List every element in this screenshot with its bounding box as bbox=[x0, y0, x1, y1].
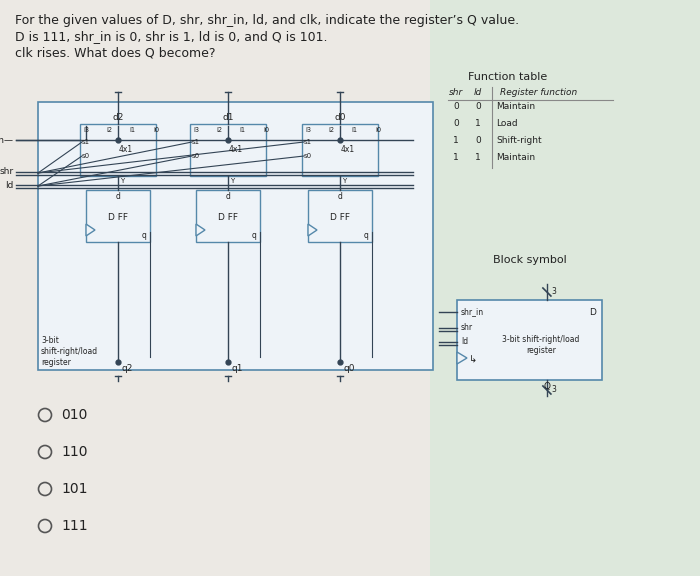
Text: shr_in—: shr_in— bbox=[0, 135, 14, 145]
Bar bbox=[308, 190, 372, 242]
Text: s0: s0 bbox=[82, 153, 90, 159]
Text: s1: s1 bbox=[304, 139, 312, 145]
Text: d0: d0 bbox=[335, 113, 346, 122]
Text: 0: 0 bbox=[453, 119, 459, 128]
Text: d: d bbox=[116, 192, 120, 201]
Text: i1: i1 bbox=[239, 127, 246, 133]
Polygon shape bbox=[457, 352, 467, 364]
Text: 101: 101 bbox=[61, 482, 88, 496]
Text: Block symbol: Block symbol bbox=[493, 255, 566, 265]
Text: q: q bbox=[141, 232, 146, 241]
Text: i0: i0 bbox=[375, 127, 381, 133]
Text: i0: i0 bbox=[153, 127, 159, 133]
Text: 1: 1 bbox=[453, 153, 459, 162]
Text: Maintain: Maintain bbox=[496, 102, 535, 111]
Text: Y: Y bbox=[120, 178, 125, 184]
Text: D FF: D FF bbox=[218, 214, 238, 222]
Text: d2: d2 bbox=[112, 113, 124, 122]
Polygon shape bbox=[308, 224, 317, 236]
Text: s1: s1 bbox=[192, 139, 200, 145]
Text: 0: 0 bbox=[453, 102, 459, 111]
Text: Shift-right: Shift-right bbox=[496, 136, 542, 145]
Text: D FF: D FF bbox=[108, 214, 128, 222]
Text: i2: i2 bbox=[328, 127, 335, 133]
Text: 3-bit shift-right/load
register: 3-bit shift-right/load register bbox=[503, 335, 580, 355]
Text: 4x1: 4x1 bbox=[229, 146, 243, 154]
Text: ld: ld bbox=[474, 88, 482, 97]
Text: Y: Y bbox=[230, 178, 235, 184]
Polygon shape bbox=[86, 224, 95, 236]
Text: shr: shr bbox=[449, 88, 463, 97]
Text: q: q bbox=[251, 232, 256, 241]
Text: D: D bbox=[589, 308, 596, 317]
Text: 4x1: 4x1 bbox=[119, 146, 133, 154]
Text: i3: i3 bbox=[193, 127, 199, 133]
Text: Load: Load bbox=[496, 119, 517, 128]
Text: Register function: Register function bbox=[500, 88, 578, 97]
Text: 1: 1 bbox=[475, 153, 481, 162]
Text: ld: ld bbox=[461, 338, 468, 347]
Text: ↳: ↳ bbox=[469, 354, 477, 364]
Text: i2: i2 bbox=[216, 127, 223, 133]
Text: 111: 111 bbox=[61, 519, 88, 533]
Bar bbox=[190, 124, 266, 176]
Text: d: d bbox=[337, 192, 342, 201]
Polygon shape bbox=[196, 224, 205, 236]
Text: d: d bbox=[225, 192, 230, 201]
Text: 1: 1 bbox=[475, 119, 481, 128]
Text: q: q bbox=[363, 232, 368, 241]
Text: clk rises. What does Q become?: clk rises. What does Q become? bbox=[15, 46, 216, 59]
Text: shr: shr bbox=[0, 168, 14, 176]
Text: q0: q0 bbox=[343, 364, 354, 373]
Text: For the given values of D, shr, shr_in, ld, and clk, indicate the register’s Q v: For the given values of D, shr, shr_in, … bbox=[15, 14, 519, 27]
Text: shr: shr bbox=[461, 324, 473, 332]
Text: Function table: Function table bbox=[468, 72, 547, 82]
Text: ld: ld bbox=[6, 180, 14, 190]
Bar bbox=[457, 300, 602, 380]
Text: 010: 010 bbox=[61, 408, 88, 422]
Text: s1: s1 bbox=[82, 139, 90, 145]
Text: 0: 0 bbox=[475, 136, 481, 145]
Bar bbox=[86, 190, 150, 242]
Bar bbox=[430, 0, 700, 576]
Text: D FF: D FF bbox=[330, 214, 350, 222]
Text: 3-bit
shift-right/load
register: 3-bit shift-right/load register bbox=[41, 336, 98, 367]
Text: 3: 3 bbox=[552, 385, 556, 395]
Text: i1: i1 bbox=[351, 127, 358, 133]
Text: 110: 110 bbox=[61, 445, 88, 459]
Text: 0: 0 bbox=[475, 102, 481, 111]
Text: D is 111, shr_in is 0, shr is 1, ld is 0, and Q is 101.: D is 111, shr_in is 0, shr is 1, ld is 0… bbox=[15, 30, 328, 43]
Text: i3: i3 bbox=[83, 127, 89, 133]
Bar bbox=[80, 124, 156, 176]
Text: d1: d1 bbox=[223, 113, 234, 122]
Bar bbox=[196, 190, 260, 242]
Text: s0: s0 bbox=[192, 153, 200, 159]
Text: shr_in: shr_in bbox=[461, 308, 484, 316]
Text: 3: 3 bbox=[552, 287, 556, 297]
Bar bbox=[302, 124, 378, 176]
Text: i1: i1 bbox=[130, 127, 136, 133]
Bar bbox=[38, 102, 433, 370]
Text: i3: i3 bbox=[305, 127, 311, 133]
Text: i0: i0 bbox=[263, 127, 269, 133]
Text: q1: q1 bbox=[231, 364, 242, 373]
Text: q2: q2 bbox=[121, 364, 132, 373]
Text: s0: s0 bbox=[304, 153, 312, 159]
Text: 4x1: 4x1 bbox=[341, 146, 355, 154]
Text: 1: 1 bbox=[453, 136, 459, 145]
Text: i2: i2 bbox=[106, 127, 113, 133]
Text: Q: Q bbox=[543, 382, 550, 391]
Text: Y: Y bbox=[342, 178, 346, 184]
Text: Maintain: Maintain bbox=[496, 153, 535, 162]
